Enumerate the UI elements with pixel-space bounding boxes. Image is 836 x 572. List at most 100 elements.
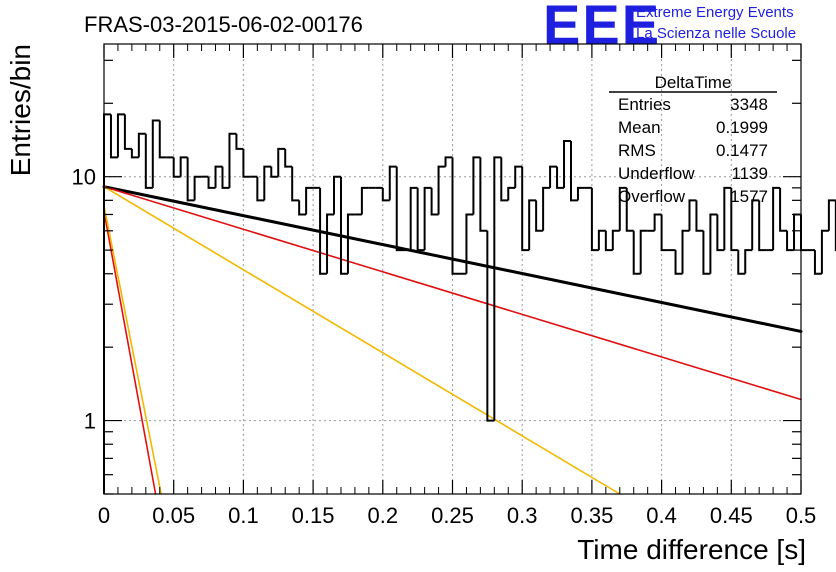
stats-label: Underflow <box>618 164 695 183</box>
y-tick-label: 1 <box>84 409 96 434</box>
histogram-bin <box>437 165 446 215</box>
histogram-bin <box>242 148 251 178</box>
stats-value: 0.1999 <box>716 118 768 137</box>
histogram-bin <box>723 186 732 251</box>
x-tick-label: 0.45 <box>710 503 753 528</box>
stats-label: Overflow <box>618 187 686 206</box>
histogram-bin <box>193 175 202 201</box>
histogram-bin <box>326 213 335 274</box>
histogram-bin <box>597 229 606 251</box>
x-tick-label: 0.2 <box>368 503 399 528</box>
logo-line-2: La Scienza nelle Scuole <box>636 25 796 42</box>
histogram-bin <box>569 141 578 202</box>
histogram-bin <box>451 157 460 275</box>
histogram-bin <box>709 213 718 274</box>
histogram-bin <box>493 156 502 421</box>
histogram-bin <box>800 214 808 252</box>
histogram-bin <box>507 186 516 201</box>
histogram-bin <box>172 157 181 178</box>
stats-title: DeltaTime <box>655 73 732 92</box>
histogram-bin <box>151 119 160 188</box>
histogram-bin <box>158 120 167 159</box>
histogram-bin <box>235 133 244 150</box>
eee-logo: EEE Extreme Energy Events La Scienza nel… <box>543 0 796 56</box>
histogram-bin <box>556 166 565 189</box>
histogram-bin <box>123 114 132 150</box>
histogram-bin <box>632 230 641 275</box>
histogram-bin <box>514 165 523 188</box>
histogram-bin <box>346 213 355 274</box>
x-tick-label: 0.35 <box>570 503 613 528</box>
histogram-bin <box>479 157 488 232</box>
histogram-bin <box>319 187 328 275</box>
histogram-bin <box>604 230 613 252</box>
histogram-bin <box>779 187 788 232</box>
histogram-bin <box>465 213 474 274</box>
histogram-bin <box>618 186 627 231</box>
histogram-bin <box>395 166 404 252</box>
histogram-bin <box>528 199 537 251</box>
histogram-bin <box>744 249 753 274</box>
histogram-bin <box>813 250 822 275</box>
histogram-bin <box>277 147 286 177</box>
stats-value: 0.1477 <box>716 141 768 160</box>
y-axis: 1 10 <box>72 59 801 495</box>
histogram-bin <box>786 230 795 252</box>
histogram-bin <box>521 166 530 252</box>
histogram-bin <box>423 186 432 251</box>
histogram-bin <box>381 187 390 202</box>
histogram-bin <box>500 157 509 202</box>
fit-curve-5 <box>103 204 162 495</box>
histogram-bars <box>103 113 836 494</box>
histogram-bin <box>339 176 348 275</box>
histogram-bin <box>284 148 293 168</box>
histogram-bin <box>409 186 418 251</box>
histogram-bin <box>653 213 662 231</box>
x-tick-label: 0 <box>98 503 110 528</box>
histogram-bin <box>751 199 760 251</box>
x-tick-label: 0.15 <box>292 503 335 528</box>
fit-curve-4 <box>103 210 157 495</box>
histogram-bin <box>430 187 439 216</box>
histogram-bin <box>625 187 634 232</box>
histogram-bin <box>702 230 711 275</box>
histogram-bin <box>388 165 397 201</box>
fit-curve-3 <box>103 185 621 495</box>
chart-title: FRAS-03-2015-06-02-00176 <box>84 12 363 37</box>
histogram-bin <box>416 187 425 252</box>
x-axis: 0 0.05 0.1 0.15 0.2 0.25 0.3 0.35 0.4 0.45 0.5 <box>98 44 816 528</box>
histogram-bin <box>144 133 153 189</box>
x-tick-label: 0.4 <box>646 503 677 528</box>
histogram-bin <box>681 229 690 274</box>
histogram-bin <box>486 230 495 422</box>
histogram-bin <box>674 250 683 275</box>
histogram-bin <box>186 157 195 202</box>
fit-curve-2 <box>103 185 802 401</box>
histogram-bin <box>772 186 781 251</box>
stats-value: 3348 <box>730 95 768 114</box>
logo-mark: EEE <box>543 0 661 56</box>
histogram-bin <box>137 132 146 158</box>
histogram-bin <box>116 113 125 158</box>
histogram-bin <box>639 229 648 274</box>
stats-box: DeltaTime Entries 3348 Mean 0.1999 RMS 0.1477… <box>609 73 777 206</box>
stats-rows: Entries 3348 Mean 0.1999 RMS 0.1477 Underflow 1… <box>618 95 768 206</box>
histogram-bin <box>758 200 767 252</box>
histogram-bin <box>305 186 314 215</box>
histogram-bin <box>535 200 544 232</box>
x-tick-label: 0.05 <box>152 503 195 528</box>
histogram-bin <box>827 199 836 231</box>
histogram-bin <box>542 186 551 231</box>
histogram-bin <box>291 166 300 202</box>
histogram-bin <box>716 214 725 252</box>
y-tick-label: 10 <box>72 165 96 190</box>
histogram-bin <box>333 175 341 215</box>
histogram-bin <box>263 165 272 201</box>
stats-value: 1577 <box>730 187 768 206</box>
histogram-bin <box>179 156 188 177</box>
histogram-bin <box>820 229 829 274</box>
histogram-bin <box>472 156 481 215</box>
y-axis-title: Entries/bin <box>5 44 36 176</box>
histogram-bin <box>221 166 230 189</box>
x-axis-title: Time difference [s] <box>577 534 806 565</box>
